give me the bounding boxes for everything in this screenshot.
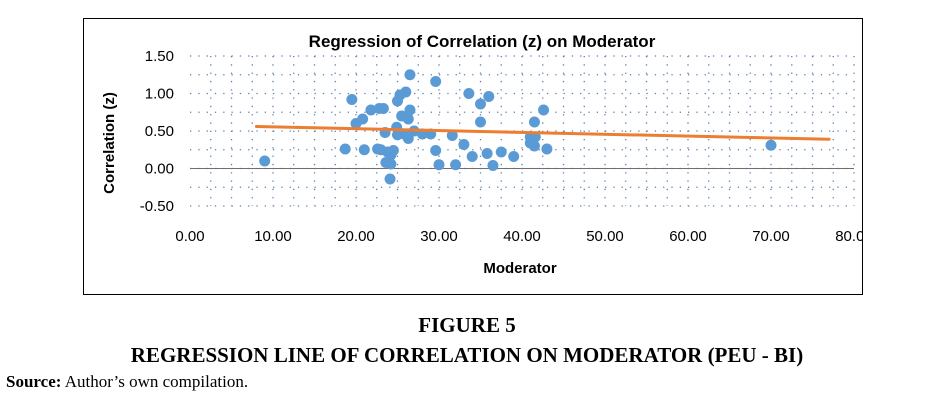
data-point bbox=[541, 143, 553, 155]
data-point bbox=[430, 76, 442, 87]
data-point bbox=[402, 113, 414, 125]
x-tick-label: 10.00 bbox=[254, 228, 292, 245]
data-point bbox=[433, 159, 445, 171]
data-point bbox=[346, 94, 358, 105]
y-tick-label: 0.00 bbox=[145, 161, 174, 178]
chart-labels: Regression of Correlation (z) on Moderat… bbox=[101, 32, 862, 277]
x-tick-label: 30.00 bbox=[420, 228, 458, 245]
scatter-chart: Regression of Correlation (z) on Moderat… bbox=[101, 32, 862, 277]
data-point bbox=[404, 104, 416, 116]
y-tick-label: 0.50 bbox=[145, 123, 174, 140]
trendline bbox=[254, 125, 831, 141]
data-point bbox=[377, 103, 389, 114]
data-point bbox=[339, 143, 351, 155]
chart-frame: Regression of Correlation (z) on Moderat… bbox=[83, 18, 863, 295]
x-tick-label: 0.00 bbox=[175, 228, 204, 245]
chart-title: Regression of Correlation (z) on Moderat… bbox=[309, 32, 656, 51]
x-tick-label: 40.00 bbox=[503, 228, 541, 245]
data-point bbox=[475, 116, 486, 128]
data-point bbox=[481, 148, 493, 159]
data-point bbox=[458, 139, 470, 150]
data-point bbox=[400, 86, 412, 98]
data-point bbox=[466, 151, 478, 162]
data-point bbox=[538, 104, 550, 116]
source-note: Source: Author’s own compilation. bbox=[6, 372, 248, 392]
x-tick-label: 50.00 bbox=[586, 228, 624, 245]
data-point bbox=[430, 145, 442, 156]
data-point bbox=[385, 158, 397, 170]
data-point bbox=[528, 140, 540, 152]
data-point bbox=[487, 160, 499, 171]
data-point bbox=[404, 69, 416, 81]
x-tick-label: 60.00 bbox=[669, 228, 707, 245]
data-point bbox=[357, 113, 369, 125]
data-point bbox=[463, 88, 475, 99]
source-label: Source: bbox=[6, 372, 62, 391]
data-point bbox=[358, 144, 370, 156]
y-tick-label: 1.50 bbox=[145, 48, 174, 65]
data-point bbox=[528, 116, 540, 128]
data-point bbox=[384, 173, 396, 185]
x-tick-label: 80.00 bbox=[835, 228, 862, 245]
data-point bbox=[765, 139, 777, 151]
data-point bbox=[508, 151, 520, 162]
trendline-group bbox=[254, 125, 831, 141]
x-tick-label: 70.00 bbox=[752, 228, 790, 245]
data-points bbox=[259, 69, 777, 185]
data-point bbox=[475, 98, 486, 110]
y-axis-label: Correlation (z) bbox=[101, 92, 118, 194]
data-point bbox=[446, 130, 458, 141]
source-text: Author’s own compilation. bbox=[64, 372, 249, 391]
x-tick-label: 20.00 bbox=[337, 228, 375, 245]
data-point bbox=[387, 145, 399, 156]
data-point bbox=[402, 133, 414, 144]
figure-number: FIGURE 5 bbox=[418, 313, 516, 337]
data-point bbox=[259, 155, 271, 167]
data-point bbox=[495, 146, 507, 158]
x-axis-label: Moderator bbox=[483, 260, 557, 277]
data-point bbox=[450, 159, 462, 171]
data-point bbox=[365, 104, 377, 116]
y-tick-label: 1.00 bbox=[145, 86, 174, 103]
data-point bbox=[483, 91, 495, 102]
figure-caption: REGRESSION LINE OF CORRELATION ON MODERA… bbox=[130, 343, 804, 367]
y-tick-label: -0.50 bbox=[140, 198, 174, 215]
